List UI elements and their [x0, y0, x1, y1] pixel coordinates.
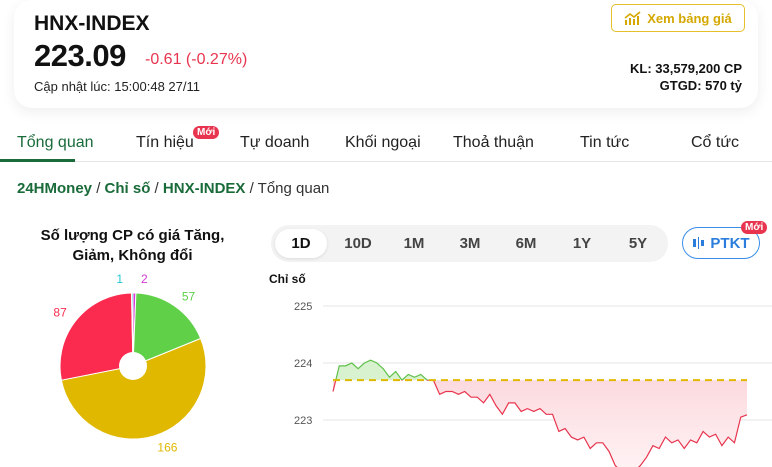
pie-value-label: 57: [182, 289, 196, 303]
index-price: 223.09: [34, 38, 126, 73]
tab-bar: Tổng quan Tín hiệu Mới Tự doanh Khối ngo…: [0, 124, 772, 162]
range-3m[interactable]: 3M: [459, 235, 481, 252]
range-5y[interactable]: 5Y: [628, 235, 648, 252]
area-below-reference: [333, 380, 747, 467]
price-board-label: Xem bảng giá: [647, 10, 732, 26]
price-line-down: [332, 380, 748, 467]
update-time: Cập nhật lúc: 15:00:48 27/11: [34, 79, 200, 94]
active-tab-indicator: [0, 159, 75, 162]
pie-hole: [119, 352, 147, 380]
y-axis-label: Chỉ số: [269, 272, 306, 286]
tab-negotiated[interactable]: Thoả thuận: [453, 134, 534, 151]
new-badge: Mới: [193, 126, 220, 139]
range-6m[interactable]: 6M: [515, 235, 537, 252]
crumb-current: Tổng quan: [257, 180, 330, 197]
pie-value-label: 2: [141, 272, 148, 286]
tab-foreign[interactable]: Khối ngoại: [345, 134, 421, 151]
price-board-button[interactable]: Xem bảng giá: [611, 4, 745, 32]
y-tick-label: 225: [294, 301, 312, 313]
pie-value-label: 87: [53, 306, 67, 320]
index-summary-card: HNX-INDEX 223.09 -0.61 (-0.27%) Cập nhật…: [14, 0, 758, 108]
range-1d[interactable]: 1D: [275, 229, 327, 258]
pie-value-label: 1: [116, 272, 123, 286]
pie-value-label: 166: [157, 440, 177, 454]
trading-value: GTGD: 570 tỷ: [659, 78, 742, 93]
tab-dividends[interactable]: Cổ tức: [691, 134, 740, 151]
pie-chart: 2 57 166 87 1: [53, 272, 207, 454]
trading-stats: KL: 33,579,200 CP GTGD: 570 tỷ: [630, 60, 742, 94]
area-above-reference: [335, 360, 428, 381]
range-10d[interactable]: 10D: [344, 235, 372, 252]
pie-title: Số lượng CP có giá Tăng, Giảm, Không đổi: [40, 227, 225, 264]
range-1m[interactable]: 1M: [403, 235, 425, 252]
crumb-home[interactable]: 24HMoney: [17, 180, 93, 197]
pie-slice[interactable]: [60, 337, 207, 440]
breadcrumb: 24HMoney / Chỉ số / HNX-INDEX / Tổng qua…: [17, 180, 330, 197]
new-badge: Mới: [741, 221, 768, 234]
tab-news[interactable]: Tin tức: [580, 134, 630, 151]
volume: KL: 33,579,200 CP: [629, 61, 742, 76]
y-tick-label: 224: [294, 358, 312, 370]
tab-proprietary[interactable]: Tự doanh: [240, 134, 310, 151]
index-change: -0.61 (-0.27%): [145, 51, 248, 68]
crumb-indices[interactable]: Chỉ số: [104, 180, 151, 197]
tab-overview[interactable]: Tổng quan: [17, 134, 94, 151]
candlestick-icon: [693, 237, 705, 249]
index-line-chart: 225 224 223: [294, 301, 772, 467]
pie-slice[interactable]: [132, 292, 202, 367]
ptkt-label: PTKT: [710, 234, 750, 252]
tab-signals[interactable]: Tín hiệu: [136, 134, 194, 151]
crumb-index[interactable]: HNX-INDEX: [162, 180, 246, 197]
index-title: HNX-INDEX: [34, 12, 150, 35]
pie-slice[interactable]: [131, 292, 134, 367]
technical-analysis-button[interactable]: PTKT: [682, 227, 760, 259]
y-tick-label: 223: [294, 415, 312, 427]
pie-slice[interactable]: [59, 292, 134, 381]
range-1y[interactable]: 1Y: [572, 235, 592, 252]
chart-up-icon: [624, 11, 641, 25]
range-selector: 1D 10D 1M 3M 6M 1Y 5Y: [271, 225, 668, 262]
